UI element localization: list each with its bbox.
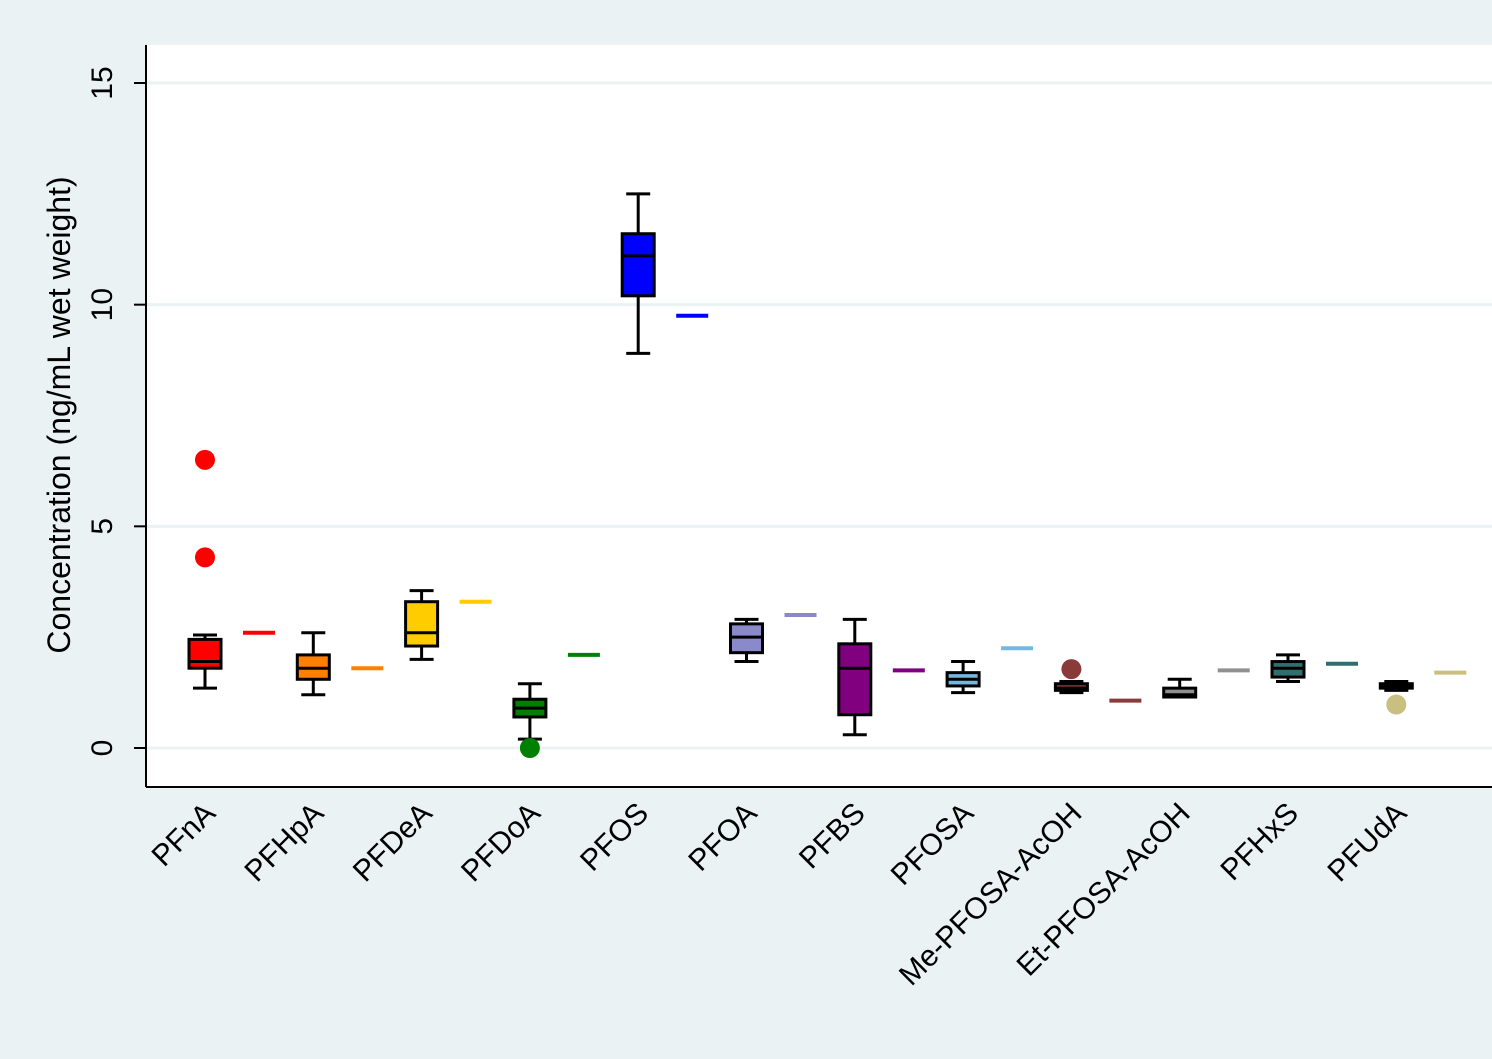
x-tick-label-pfuda: PFUdA bbox=[1322, 797, 1414, 889]
y-tick-label-5: 5 bbox=[86, 518, 119, 535]
grid-lines bbox=[146, 81, 1492, 750]
iqr-box bbox=[187, 637, 223, 670]
iqr-box bbox=[1162, 686, 1198, 699]
iqr-box bbox=[620, 232, 656, 298]
x-tick-label-pfdoa: PFDoA bbox=[455, 797, 547, 889]
box-pfoa bbox=[729, 617, 764, 664]
iqr-box bbox=[837, 642, 873, 717]
y-axis-ticks: 0 5 10 15 bbox=[86, 66, 146, 756]
box-pfosa bbox=[945, 660, 981, 695]
box-pfbs bbox=[837, 617, 873, 737]
x-tick-label-pfoa: PFOA bbox=[682, 797, 763, 878]
x-tick-label-pfbs: PFBS bbox=[793, 797, 872, 876]
x-axis-labels: PFnA PFHpA PFDeA PFDoA PFOS PFOA PFBS PFOSAMe-P… bbox=[146, 797, 1414, 992]
y-tick-label-0: 0 bbox=[86, 740, 119, 757]
x-tick-label-pfos: PFOS bbox=[574, 797, 655, 878]
y-tick-label-10: 10 bbox=[86, 288, 119, 321]
x-tick-label-pfhxs: PFHxS bbox=[1214, 797, 1305, 888]
x-tick-label-pfdea: PFDeA bbox=[347, 797, 439, 889]
box-pfhxs bbox=[1270, 653, 1306, 683]
outlier-point-0 bbox=[519, 738, 540, 758]
boxes bbox=[187, 192, 1414, 758]
box-pfuda bbox=[1378, 680, 1414, 715]
box-et-pfosa-acoh bbox=[1162, 677, 1198, 699]
outlier-point-0 bbox=[1386, 694, 1407, 715]
box-pfdea bbox=[404, 589, 440, 661]
outlier-point-1 bbox=[195, 449, 215, 470]
y-axis-title: Concentration (ng/mL wet weight) bbox=[41, 176, 77, 653]
box-pfhpa bbox=[295, 631, 331, 697]
box-me-pfosa-acoh bbox=[1053, 659, 1089, 695]
x-tick-label-pfhpa: PFHpA bbox=[239, 797, 331, 889]
plot-area bbox=[146, 45, 1492, 787]
iqr-box bbox=[404, 600, 440, 648]
reference-lines bbox=[243, 313, 1467, 703]
box-pfdoa bbox=[512, 682, 548, 758]
outlier-point-0 bbox=[195, 547, 215, 568]
x-tick-label-pfosa: PFOSA bbox=[885, 797, 980, 892]
x-tick-label-pfna: PFnA bbox=[146, 797, 222, 873]
x-tick-label-me-pfosa-acoh: Me-PFOSA-AcOH bbox=[893, 797, 1088, 992]
box-pfos bbox=[620, 192, 656, 355]
outlier-point-0 bbox=[1061, 659, 1082, 680]
box-pfna bbox=[187, 449, 223, 690]
y-tick-label-15: 15 bbox=[86, 66, 119, 99]
